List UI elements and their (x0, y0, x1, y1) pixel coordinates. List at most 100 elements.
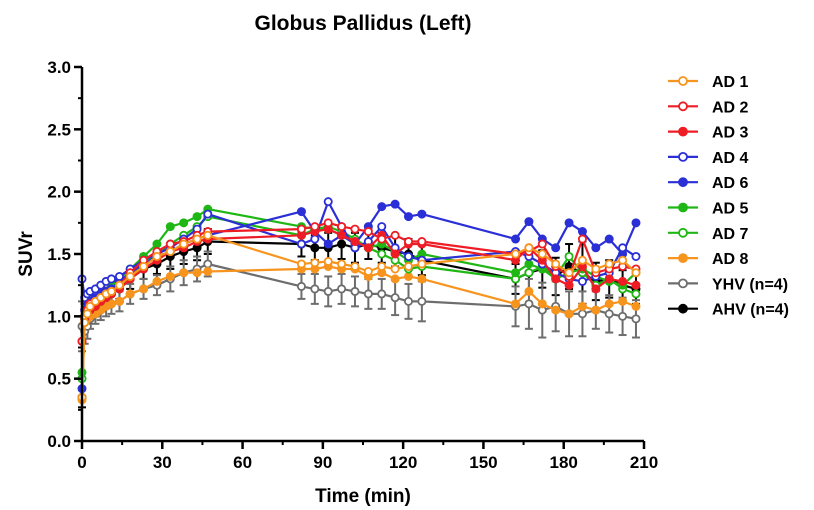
legend-label: AD 2 (712, 99, 749, 116)
data-point (403, 261, 413, 271)
data-point (350, 261, 360, 271)
data-point (323, 256, 333, 266)
legend-marker (678, 303, 688, 314)
legend: AD 1 AD 2 AD 3 AD 4 AD 6 AD 5 AD 7 AD 8 YHV (n=4… (668, 74, 789, 319)
series-ad-1 (77, 230, 641, 402)
data-point (337, 230, 347, 240)
data-point (551, 259, 561, 269)
data-point (337, 239, 347, 249)
data-point (152, 276, 162, 286)
y-tick-label: 2.5 (47, 120, 71, 139)
legend-item: AD 7 (668, 226, 749, 243)
legend-item: AD 2 (668, 99, 749, 116)
data-point (296, 239, 306, 249)
legend-item: AD 1 (668, 74, 749, 91)
legend-label: AHV (n=4) (712, 302, 789, 319)
legend-label: AD 6 (712, 175, 749, 192)
data-point (417, 274, 427, 284)
data-point (403, 251, 413, 261)
data-point (296, 224, 306, 234)
data-point (604, 259, 614, 269)
data-point (524, 243, 534, 253)
data-point (377, 289, 387, 299)
data-point (390, 293, 400, 303)
data-point (296, 259, 306, 269)
data-point (192, 212, 202, 222)
data-point (390, 264, 400, 274)
data-point (417, 209, 427, 219)
data-point (390, 274, 400, 284)
data-point (577, 301, 587, 311)
legend-item: AD 3 (668, 125, 749, 142)
y-tick-label: 0.0 (47, 432, 71, 451)
legend-item: AD 6 (668, 175, 749, 192)
data-point (403, 271, 413, 281)
data-point (537, 249, 547, 259)
data-point (179, 218, 189, 228)
data-point (323, 197, 333, 207)
data-point (106, 299, 116, 309)
data-point (203, 259, 213, 269)
data-point (310, 234, 320, 244)
data-point (537, 299, 547, 309)
legend-label: AD 5 (712, 201, 749, 218)
legend-marker (678, 151, 688, 162)
data-point (203, 230, 213, 240)
data-point (604, 234, 614, 244)
y-tick-label: 3.0 (47, 58, 71, 77)
data-point (165, 271, 175, 281)
legend-marker (678, 101, 688, 112)
data-point (350, 286, 360, 296)
data-point (604, 299, 614, 309)
data-point (203, 266, 213, 276)
legend-item: AHV (n=4) (668, 302, 789, 319)
y-tick-label: 2.0 (47, 183, 71, 202)
data-point (511, 249, 521, 259)
data-point (577, 309, 587, 319)
data-point (114, 271, 124, 281)
data-point (618, 255, 628, 265)
data-point (417, 259, 427, 269)
data-point (363, 266, 373, 276)
data-point (310, 222, 320, 232)
legend-marker (678, 177, 688, 188)
data-point (631, 218, 641, 228)
x-axis-label: Time (min) (315, 486, 411, 507)
legend-label: AD 3 (712, 125, 749, 142)
data-point (631, 251, 641, 261)
y-axis-label: SUVr (16, 231, 37, 277)
data-point (403, 212, 413, 222)
data-point (564, 280, 574, 290)
data-point (192, 268, 202, 278)
data-point (551, 274, 561, 284)
data-point (551, 305, 561, 315)
legend-label: AD 8 (712, 251, 749, 268)
legend-item: AD 8 (668, 251, 749, 268)
data-point (403, 296, 413, 306)
data-point (511, 268, 521, 278)
data-point (618, 276, 628, 286)
data-point (203, 209, 213, 219)
data-point (179, 239, 189, 249)
data-point (363, 289, 373, 299)
data-point (152, 239, 162, 249)
data-point (591, 243, 601, 253)
legend-marker (678, 76, 688, 86)
data-point (511, 299, 521, 309)
data-point (591, 305, 601, 315)
data-point (417, 237, 427, 247)
legend-marker (678, 126, 688, 137)
data-point (524, 268, 534, 278)
data-point (631, 301, 641, 311)
data-point (165, 239, 175, 249)
y-tick-label: 1.5 (47, 245, 71, 264)
data-point (537, 239, 547, 249)
x-tick-label: 90 (313, 453, 332, 472)
series-line (80, 265, 637, 400)
data-point (618, 243, 628, 253)
legend-marker (678, 202, 688, 213)
data-point (631, 268, 641, 278)
data-point (564, 251, 574, 261)
x-tick-label: 210 (630, 453, 658, 472)
data-point (377, 249, 387, 259)
